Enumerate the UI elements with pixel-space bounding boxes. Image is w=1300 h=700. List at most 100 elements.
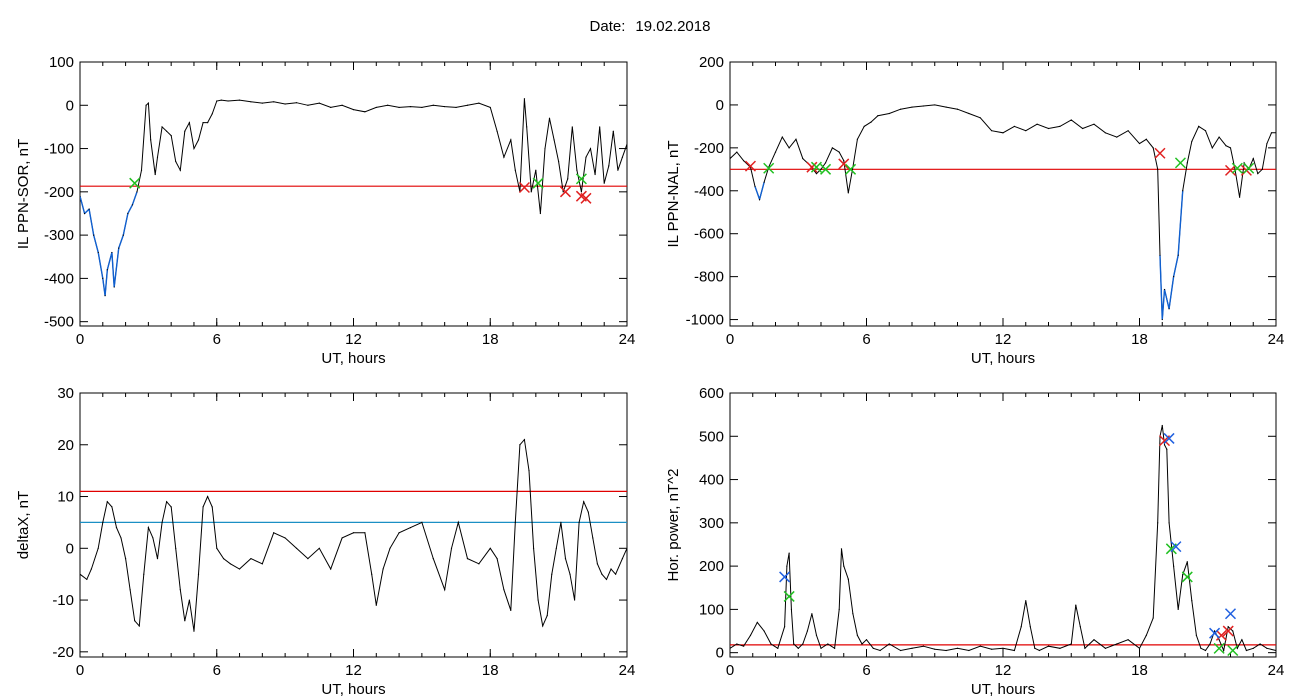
data-point [934, 648, 936, 650]
data-point [599, 126, 601, 128]
series-line [80, 98, 627, 296]
data-point [83, 212, 86, 215]
data-point [1036, 123, 1038, 125]
data-point [1070, 119, 1072, 121]
data-point [1186, 561, 1188, 563]
data-point [211, 506, 213, 508]
data-point [102, 277, 104, 279]
data-point [1204, 649, 1207, 652]
below-threshold-segment [127, 204, 134, 214]
data-point [124, 558, 127, 560]
data-point [730, 647, 731, 649]
data-point [1209, 643, 1211, 645]
series-group [730, 424, 1276, 653]
date-label: Date: [589, 18, 626, 35]
peak-marker [1163, 432, 1175, 444]
data-point [1116, 643, 1118, 645]
data-point [537, 599, 539, 601]
end-marker [1174, 157, 1186, 169]
end-marker [820, 163, 832, 175]
data-point [1229, 147, 1232, 149]
data-point [1145, 634, 1147, 636]
data-point [1145, 138, 1147, 140]
data-point [1152, 147, 1154, 149]
data-point [375, 106, 377, 109]
data-point [615, 573, 617, 575]
data-point [154, 173, 156, 176]
x-tick-label: 12 [345, 662, 362, 679]
data-point [284, 103, 286, 105]
data-point [111, 251, 113, 254]
data-point [1191, 140, 1193, 143]
data-point [546, 614, 548, 617]
data-point [626, 143, 627, 145]
data-point [820, 168, 822, 170]
below-threshold-segment [97, 252, 104, 279]
data-point [802, 643, 804, 645]
data-point [788, 552, 790, 554]
data-point [147, 102, 149, 104]
x-tick-label: 6 [213, 662, 221, 679]
data-point [601, 573, 603, 575]
x-axis-label: UT, hours [321, 681, 385, 698]
data-point [774, 151, 777, 153]
peak-marker [1209, 627, 1221, 639]
data-point [612, 130, 614, 132]
y-tick-label: 300 [699, 515, 724, 532]
x-tick-label: 12 [345, 331, 362, 348]
data-point [991, 648, 993, 650]
data-point [175, 547, 177, 549]
data-point [371, 573, 373, 575]
data-point [788, 147, 790, 149]
data-point [888, 112, 890, 115]
data-point [1232, 630, 1234, 632]
data-point [583, 501, 585, 503]
data-point [1013, 649, 1015, 652]
data-point [834, 647, 836, 649]
x-tick-label: 24 [619, 662, 636, 679]
y-tick-label: 10 [57, 489, 74, 506]
data-point [510, 139, 512, 141]
data-point [170, 134, 172, 137]
data-point [261, 563, 263, 565]
below-threshold-segment [1168, 276, 1175, 309]
data-point [421, 521, 423, 524]
data-point [603, 182, 605, 184]
start-marker [806, 161, 818, 173]
data-point [1239, 196, 1241, 198]
data-point [911, 106, 913, 108]
data-point [1227, 626, 1229, 628]
data-point [398, 532, 400, 534]
data-point [852, 613, 854, 615]
data-point [318, 102, 320, 104]
peak-marker [1170, 541, 1182, 553]
data-point [238, 568, 241, 570]
data-point [136, 191, 138, 193]
data-point [979, 117, 981, 119]
data-point [1059, 647, 1061, 649]
data-point [551, 573, 553, 575]
data-point [1002, 647, 1004, 649]
data-point [1182, 574, 1184, 576]
data-point [211, 113, 213, 115]
data-point [387, 104, 389, 106]
data-point [1266, 142, 1268, 145]
data-point [863, 125, 865, 127]
below-threshold-segment [758, 182, 765, 200]
y-tick-label: 600 [699, 385, 724, 402]
y-axis-label: IL PPN-NAL, nT [665, 141, 682, 248]
data-point [478, 563, 480, 565]
below-threshold-segment [111, 252, 115, 288]
data-point [1236, 647, 1238, 649]
data-point [838, 151, 840, 153]
data-point [1266, 647, 1268, 649]
data-point [86, 578, 88, 580]
y-tick-label: 0 [66, 97, 74, 114]
data-point [166, 130, 168, 132]
data-point [175, 160, 177, 163]
data-point [273, 101, 275, 103]
data-point [261, 102, 263, 104]
data-point [1182, 190, 1184, 192]
data-point [115, 526, 118, 529]
x-tick-label: 12 [995, 331, 1012, 348]
